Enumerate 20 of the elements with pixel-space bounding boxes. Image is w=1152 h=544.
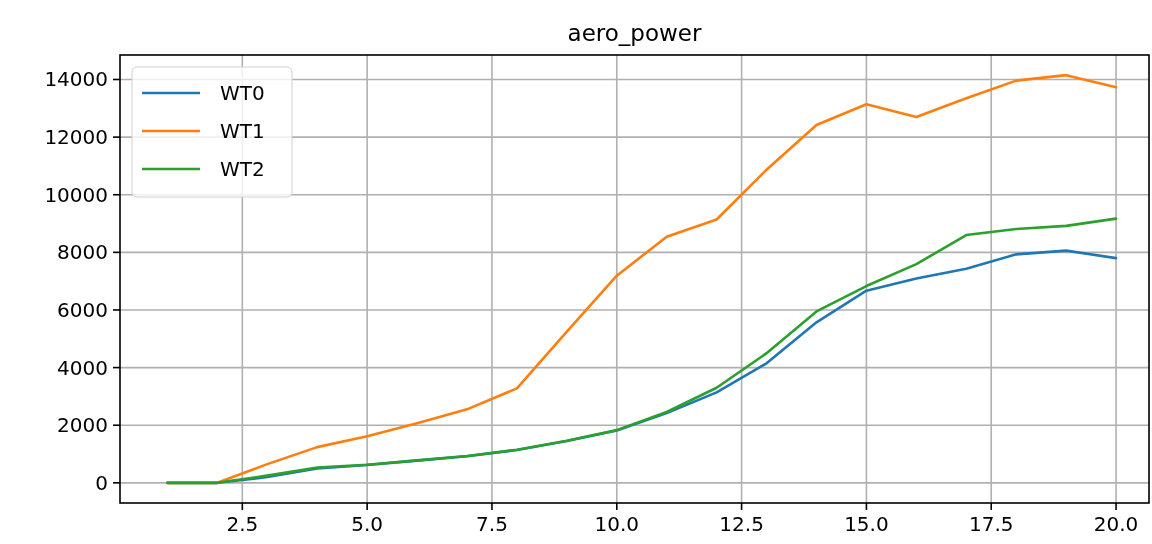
x-tick-label: 10.0 bbox=[594, 512, 640, 536]
x-tick-label: 12.5 bbox=[719, 512, 764, 536]
legend-label: WT0 bbox=[220, 81, 265, 105]
x-tick-label: 2.5 bbox=[226, 512, 259, 536]
y-tick-label: 2000 bbox=[57, 413, 108, 438]
x-tick-label: 17.5 bbox=[968, 512, 1014, 536]
y-tick-label: 6000 bbox=[57, 297, 108, 322]
chart-title: aero_power bbox=[567, 20, 702, 46]
y-tick-label: 10000 bbox=[44, 182, 108, 207]
y-tick-label: 14000 bbox=[44, 67, 108, 92]
y-tick-label: 4000 bbox=[57, 355, 108, 380]
x-tick-label: 20.0 bbox=[1093, 512, 1139, 536]
x-tick-label: 15.0 bbox=[844, 512, 889, 536]
x-tick-label: 7.5 bbox=[476, 512, 508, 536]
legend-label: WT2 bbox=[220, 157, 265, 181]
y-tick-label: 12000 bbox=[44, 125, 108, 150]
legend-label: WT1 bbox=[220, 119, 265, 143]
x-tick-label: 5.0 bbox=[351, 512, 384, 536]
y-tick-label: 0 bbox=[95, 470, 108, 495]
y-tick-label: 8000 bbox=[57, 240, 108, 265]
